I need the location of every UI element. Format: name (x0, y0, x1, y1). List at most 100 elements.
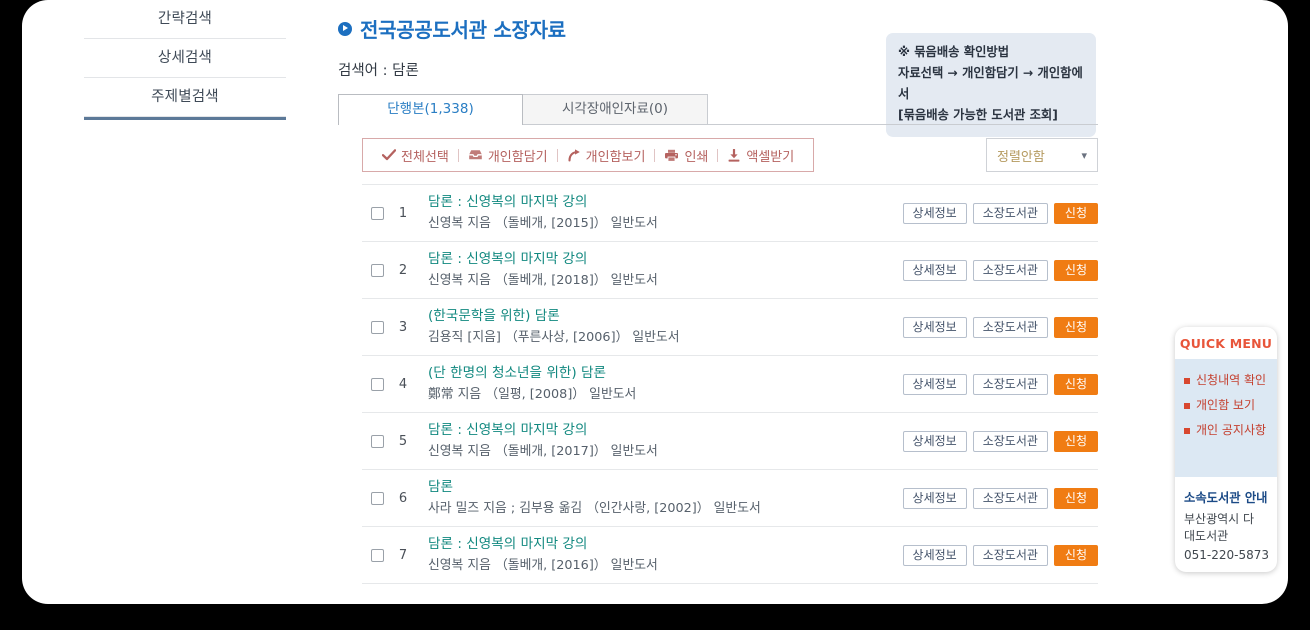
detail-info-button[interactable]: 상세정보 (902, 487, 967, 509)
tabs-bottom-rule (338, 124, 1098, 125)
toolbar-button-label: 개인함담기 (487, 149, 548, 165)
detail-info-button[interactable]: 상세정보 (902, 430, 967, 452)
toolbar-divider (556, 148, 558, 162)
sidebar: 간략검색 상세검색 주제별검색 (84, 0, 286, 120)
excel-download-button[interactable]: 액셀받기 (718, 146, 803, 165)
affiliated-library-info: 소속도서관 안내 부산광역시 다대도서관 051-220-5873 (1175, 477, 1277, 562)
toolbar-button-label: 인쇄 (684, 149, 709, 165)
request-button[interactable]: 신청 (1053, 373, 1098, 395)
toolbar-button-label: 전체선택 (401, 149, 449, 165)
row-body: 담론 : 신영복의 마지막 강의 신영복 지음 （돌베개, [2018]） 일반… (414, 250, 893, 291)
sort-select[interactable]: 정렬안함 ▾ (986, 138, 1098, 172)
notice-line-1: ※ 묶음배송 확인방법 (898, 45, 1010, 59)
notice-line-3: [묶음배송 가능한 도서관 조회] (898, 108, 1058, 123)
row-title-link[interactable]: 담론 : 신영복의 마지막 강의 (428, 421, 588, 438)
request-button[interactable]: 신청 (1053, 544, 1098, 566)
detail-info-button[interactable]: 상세정보 (902, 259, 967, 281)
row-checkbox[interactable] (370, 377, 384, 391)
row-metadata: 신영복 지음 （돌베개, [2018]） 일반도서 (428, 273, 658, 289)
row-checkbox-cell (362, 320, 392, 334)
page-container: 간략검색 상세검색 주제별검색 전국공공도서관 소장자료 검색어 : 담론 ※ … (22, 0, 1288, 604)
row-body: 담론 사라 밀즈 지음 ; 김부용 옮김 （인간사랑, [2002]） 일반도서 (414, 478, 893, 519)
toolbar-divider (457, 148, 459, 162)
quick-menu-panel: QUICK MENU 신청내역 확인 개인함 보기 개인 공지사항 소속도서관 … (1175, 327, 1277, 572)
row-title-link[interactable]: 담론 : 신영복의 마지막 강의 (428, 250, 588, 267)
check-icon (382, 149, 396, 161)
request-button[interactable]: 신청 (1053, 316, 1098, 338)
print-button[interactable]: 인쇄 (655, 146, 717, 165)
toolbar-row: 전체선택 개인함담기 개인함보기 인쇄 (338, 138, 1098, 174)
quick-menu-item-label: 신청내역 확인 (1196, 373, 1267, 387)
sidebar-item-simple-search[interactable]: 간략검색 (84, 0, 286, 39)
row-body: 담론 : 신영복의 마지막 강의 신영복 지음 （돌베개, [2017]） 일반… (414, 421, 893, 462)
row-checkbox[interactable] (370, 206, 384, 220)
page-title: 전국공공도서관 소장자료 (338, 14, 1098, 43)
result-tabs: 단행본(1,338) 시각장애인자료(0) (338, 93, 1098, 125)
download-icon (727, 148, 741, 162)
holding-library-button[interactable]: 소장도서관 (972, 259, 1048, 281)
tab-visually-impaired-materials[interactable]: 시각장애인자료(0) (523, 94, 708, 125)
row-checkbox[interactable] (370, 491, 384, 505)
sidebar-underline (84, 117, 286, 120)
square-bullet-icon (1184, 427, 1190, 434)
request-button[interactable]: 신청 (1053, 259, 1098, 281)
row-title-link[interactable]: 담론 (428, 478, 454, 495)
add-to-mybox-button[interactable]: 개인함담기 (459, 146, 557, 165)
sidebar-item-subject-search[interactable]: 주제별검색 (84, 78, 286, 117)
row-actions: 상세정보 소장도서관 신청 (893, 544, 1098, 566)
row-actions: 상세정보 소장도서관 신청 (893, 202, 1098, 224)
row-checkbox-cell (362, 263, 392, 277)
affiliated-library-name: 부산광역시 다대도서관 (1184, 512, 1255, 544)
quick-menu-item-view-mybox[interactable]: 개인함 보기 (1184, 393, 1277, 418)
detail-info-button[interactable]: 상세정보 (902, 316, 967, 338)
quick-menu-title: QUICK MENU (1179, 336, 1273, 351)
detail-info-button[interactable]: 상세정보 (902, 544, 967, 566)
holding-library-button[interactable]: 소장도서관 (972, 430, 1048, 452)
holding-library-button[interactable]: 소장도서관 (972, 316, 1048, 338)
affiliated-library-heading: 소속도서관 안내 (1184, 491, 1268, 505)
row-checkbox[interactable] (370, 320, 384, 334)
row-number: 3 (398, 319, 408, 335)
sidebar-item-label: 상세검색 (157, 50, 213, 66)
row-checkbox[interactable] (370, 548, 384, 562)
toolbar-button-label: 액셀받기 (746, 149, 795, 165)
row-checkbox-cell (362, 377, 392, 391)
toolbar-button-label: 개인함보기 (585, 149, 646, 165)
row-checkbox-cell (362, 491, 392, 505)
table-row: 3 (한국문학을 위한) 담론 김용직 [지음] （푸른사상, [2006]） … (362, 299, 1098, 356)
row-actions: 상세정보 소장도서관 신청 (893, 259, 1098, 281)
row-checkbox[interactable] (370, 434, 384, 448)
row-checkbox[interactable] (370, 263, 384, 277)
view-mybox-button[interactable]: 개인함보기 (558, 146, 655, 165)
row-title-link[interactable]: (한국문학을 위한) 담론 (428, 307, 560, 324)
row-title-link[interactable]: (단 한명의 청소년을 위한) 담론 (428, 364, 606, 381)
row-number: 4 (398, 376, 408, 392)
sidebar-item-label: 간략검색 (157, 11, 213, 27)
sidebar-item-detail-search[interactable]: 상세검색 (84, 39, 286, 78)
row-checkbox-cell (362, 206, 392, 220)
row-body: 담론 : 신영복의 마지막 강의 신영복 지음 （돌베개, [2015]） 일반… (414, 193, 893, 234)
quick-menu-item-request-history[interactable]: 신청내역 확인 (1184, 368, 1277, 393)
holding-library-button[interactable]: 소장도서관 (972, 202, 1048, 224)
holding-library-button[interactable]: 소장도서관 (972, 373, 1048, 395)
request-button[interactable]: 신청 (1053, 430, 1098, 452)
select-all-button[interactable]: 전체선택 (373, 146, 458, 165)
row-metadata: 김용직 [지음] （푸른사상, [2006]） 일반도서 (428, 330, 680, 346)
results-list: 1 담론 : 신영복의 마지막 강의 신영복 지음 （돌베개, [2015]） … (362, 184, 1098, 584)
tab-label: 단행본(1,338) (387, 101, 474, 117)
row-actions: 상세정보 소장도서관 신청 (893, 316, 1098, 338)
row-body: (단 한명의 청소년을 위한) 담론 鄭常 지음 （일평, [2008]） 일반… (414, 364, 893, 405)
holding-library-button[interactable]: 소장도서관 (972, 487, 1048, 509)
row-title-link[interactable]: 담론 : 신영복의 마지막 강의 (428, 193, 588, 210)
quick-menu-item-personal-notice[interactable]: 개인 공지사항 (1184, 418, 1277, 443)
holding-library-button[interactable]: 소장도서관 (972, 544, 1048, 566)
square-bullet-icon (1184, 402, 1190, 409)
tab-books[interactable]: 단행본(1,338) (338, 94, 523, 125)
row-number: 5 (398, 433, 408, 449)
detail-info-button[interactable]: 상세정보 (902, 202, 967, 224)
row-title-link[interactable]: 담론 : 신영복의 마지막 강의 (428, 535, 588, 552)
request-button[interactable]: 신청 (1053, 202, 1098, 224)
quick-menu-item-label: 개인함 보기 (1196, 398, 1256, 412)
request-button[interactable]: 신청 (1053, 487, 1098, 509)
detail-info-button[interactable]: 상세정보 (902, 373, 967, 395)
